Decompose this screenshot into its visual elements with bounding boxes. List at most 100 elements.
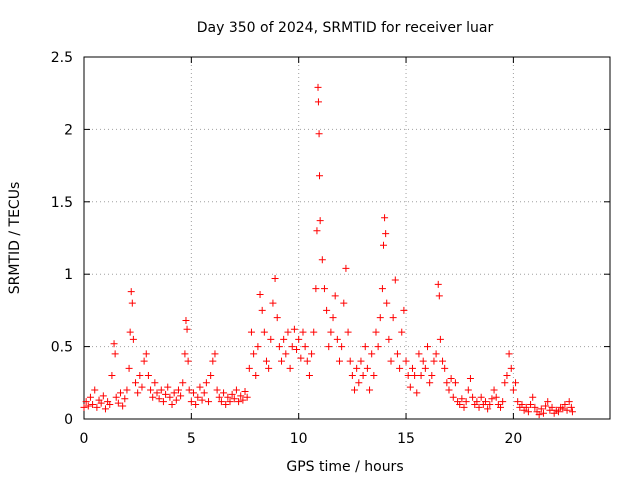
- data-point: [503, 372, 511, 380]
- y-tick-label: 0: [64, 412, 73, 428]
- data-point: [563, 406, 571, 414]
- data-point: [374, 343, 382, 351]
- data-point: [499, 398, 507, 406]
- data-point: [387, 357, 395, 365]
- data-point: [217, 398, 225, 406]
- data-point: [293, 345, 301, 353]
- data-point: [531, 403, 539, 411]
- data-point: [477, 393, 485, 401]
- data-point: [224, 393, 232, 401]
- data-point: [460, 403, 468, 411]
- data-point: [391, 276, 399, 284]
- data-point: [220, 389, 228, 397]
- data-point: [469, 393, 477, 401]
- y-tick-label: 1.5: [51, 195, 73, 211]
- data-point: [518, 401, 526, 409]
- data-point: [164, 383, 172, 391]
- data-point: [286, 364, 294, 372]
- data-point: [89, 401, 97, 409]
- data-point: [484, 405, 492, 413]
- data-point: [344, 328, 352, 336]
- x-tick-label: 5: [187, 431, 196, 447]
- data-point: [346, 357, 354, 365]
- data-point: [507, 364, 515, 372]
- data-point: [361, 343, 369, 351]
- data-point: [247, 328, 255, 336]
- data-point: [441, 364, 449, 372]
- data-point: [449, 393, 457, 401]
- data-point: [348, 372, 356, 380]
- data-point: [91, 386, 99, 394]
- plot-frame: [83, 56, 611, 420]
- data-point: [182, 317, 190, 325]
- data-point: [430, 357, 438, 365]
- data-point: [183, 325, 191, 333]
- data-point: [239, 396, 247, 404]
- data-point: [481, 398, 489, 406]
- data-point: [297, 354, 305, 362]
- x-tick-label: 10: [290, 431, 308, 447]
- data-point: [187, 398, 195, 406]
- data-point: [106, 401, 114, 409]
- data-point: [192, 401, 200, 409]
- data-point: [527, 401, 535, 409]
- data-point: [181, 350, 189, 358]
- data-point: [366, 386, 374, 394]
- data-point: [393, 350, 401, 358]
- data-point: [439, 357, 447, 365]
- data-point: [333, 335, 341, 343]
- data-point: [327, 328, 335, 336]
- data-point: [99, 392, 107, 400]
- data-point: [396, 364, 404, 372]
- data-point: [147, 386, 155, 394]
- data-point: [258, 306, 266, 314]
- data-point: [185, 386, 193, 394]
- data-point: [280, 335, 288, 343]
- data-point: [288, 343, 296, 351]
- data-point: [421, 364, 429, 372]
- data-point: [149, 393, 157, 401]
- data-point: [473, 398, 481, 406]
- data-point: [432, 350, 440, 358]
- data-point: [269, 299, 277, 307]
- data-point: [260, 328, 268, 336]
- data-point: [314, 83, 322, 91]
- data-point: [93, 403, 101, 411]
- data-point: [490, 386, 498, 394]
- data-point: [475, 403, 483, 411]
- data-point: [153, 389, 161, 397]
- data-point: [329, 314, 337, 322]
- data-point: [215, 393, 223, 401]
- data-point: [267, 335, 275, 343]
- data-point: [419, 357, 427, 365]
- data-point: [310, 328, 318, 336]
- data-point: [123, 386, 131, 394]
- data-point: [121, 395, 129, 403]
- data-point: [378, 285, 386, 293]
- data-point: [413, 389, 421, 397]
- data-point: [241, 387, 249, 395]
- data-point: [168, 401, 176, 409]
- data-point: [299, 328, 307, 336]
- data-point: [323, 306, 331, 314]
- data-point: [529, 393, 537, 401]
- data-point: [205, 398, 213, 406]
- data-point: [542, 402, 550, 410]
- data-point: [237, 392, 245, 400]
- data-point: [544, 398, 552, 406]
- data-point: [174, 386, 182, 394]
- data-point: [318, 256, 326, 264]
- data-point: [382, 230, 390, 238]
- data-point: [86, 393, 94, 401]
- data-point: [514, 398, 522, 406]
- data-point: [372, 328, 380, 336]
- data-point: [368, 350, 376, 358]
- data-point: [230, 395, 238, 403]
- data-point: [434, 280, 442, 288]
- data-point: [497, 403, 505, 411]
- data-point: [381, 214, 389, 222]
- data-point: [559, 405, 567, 413]
- data-point: [522, 403, 530, 411]
- data-point: [250, 350, 258, 358]
- data-point: [314, 98, 322, 106]
